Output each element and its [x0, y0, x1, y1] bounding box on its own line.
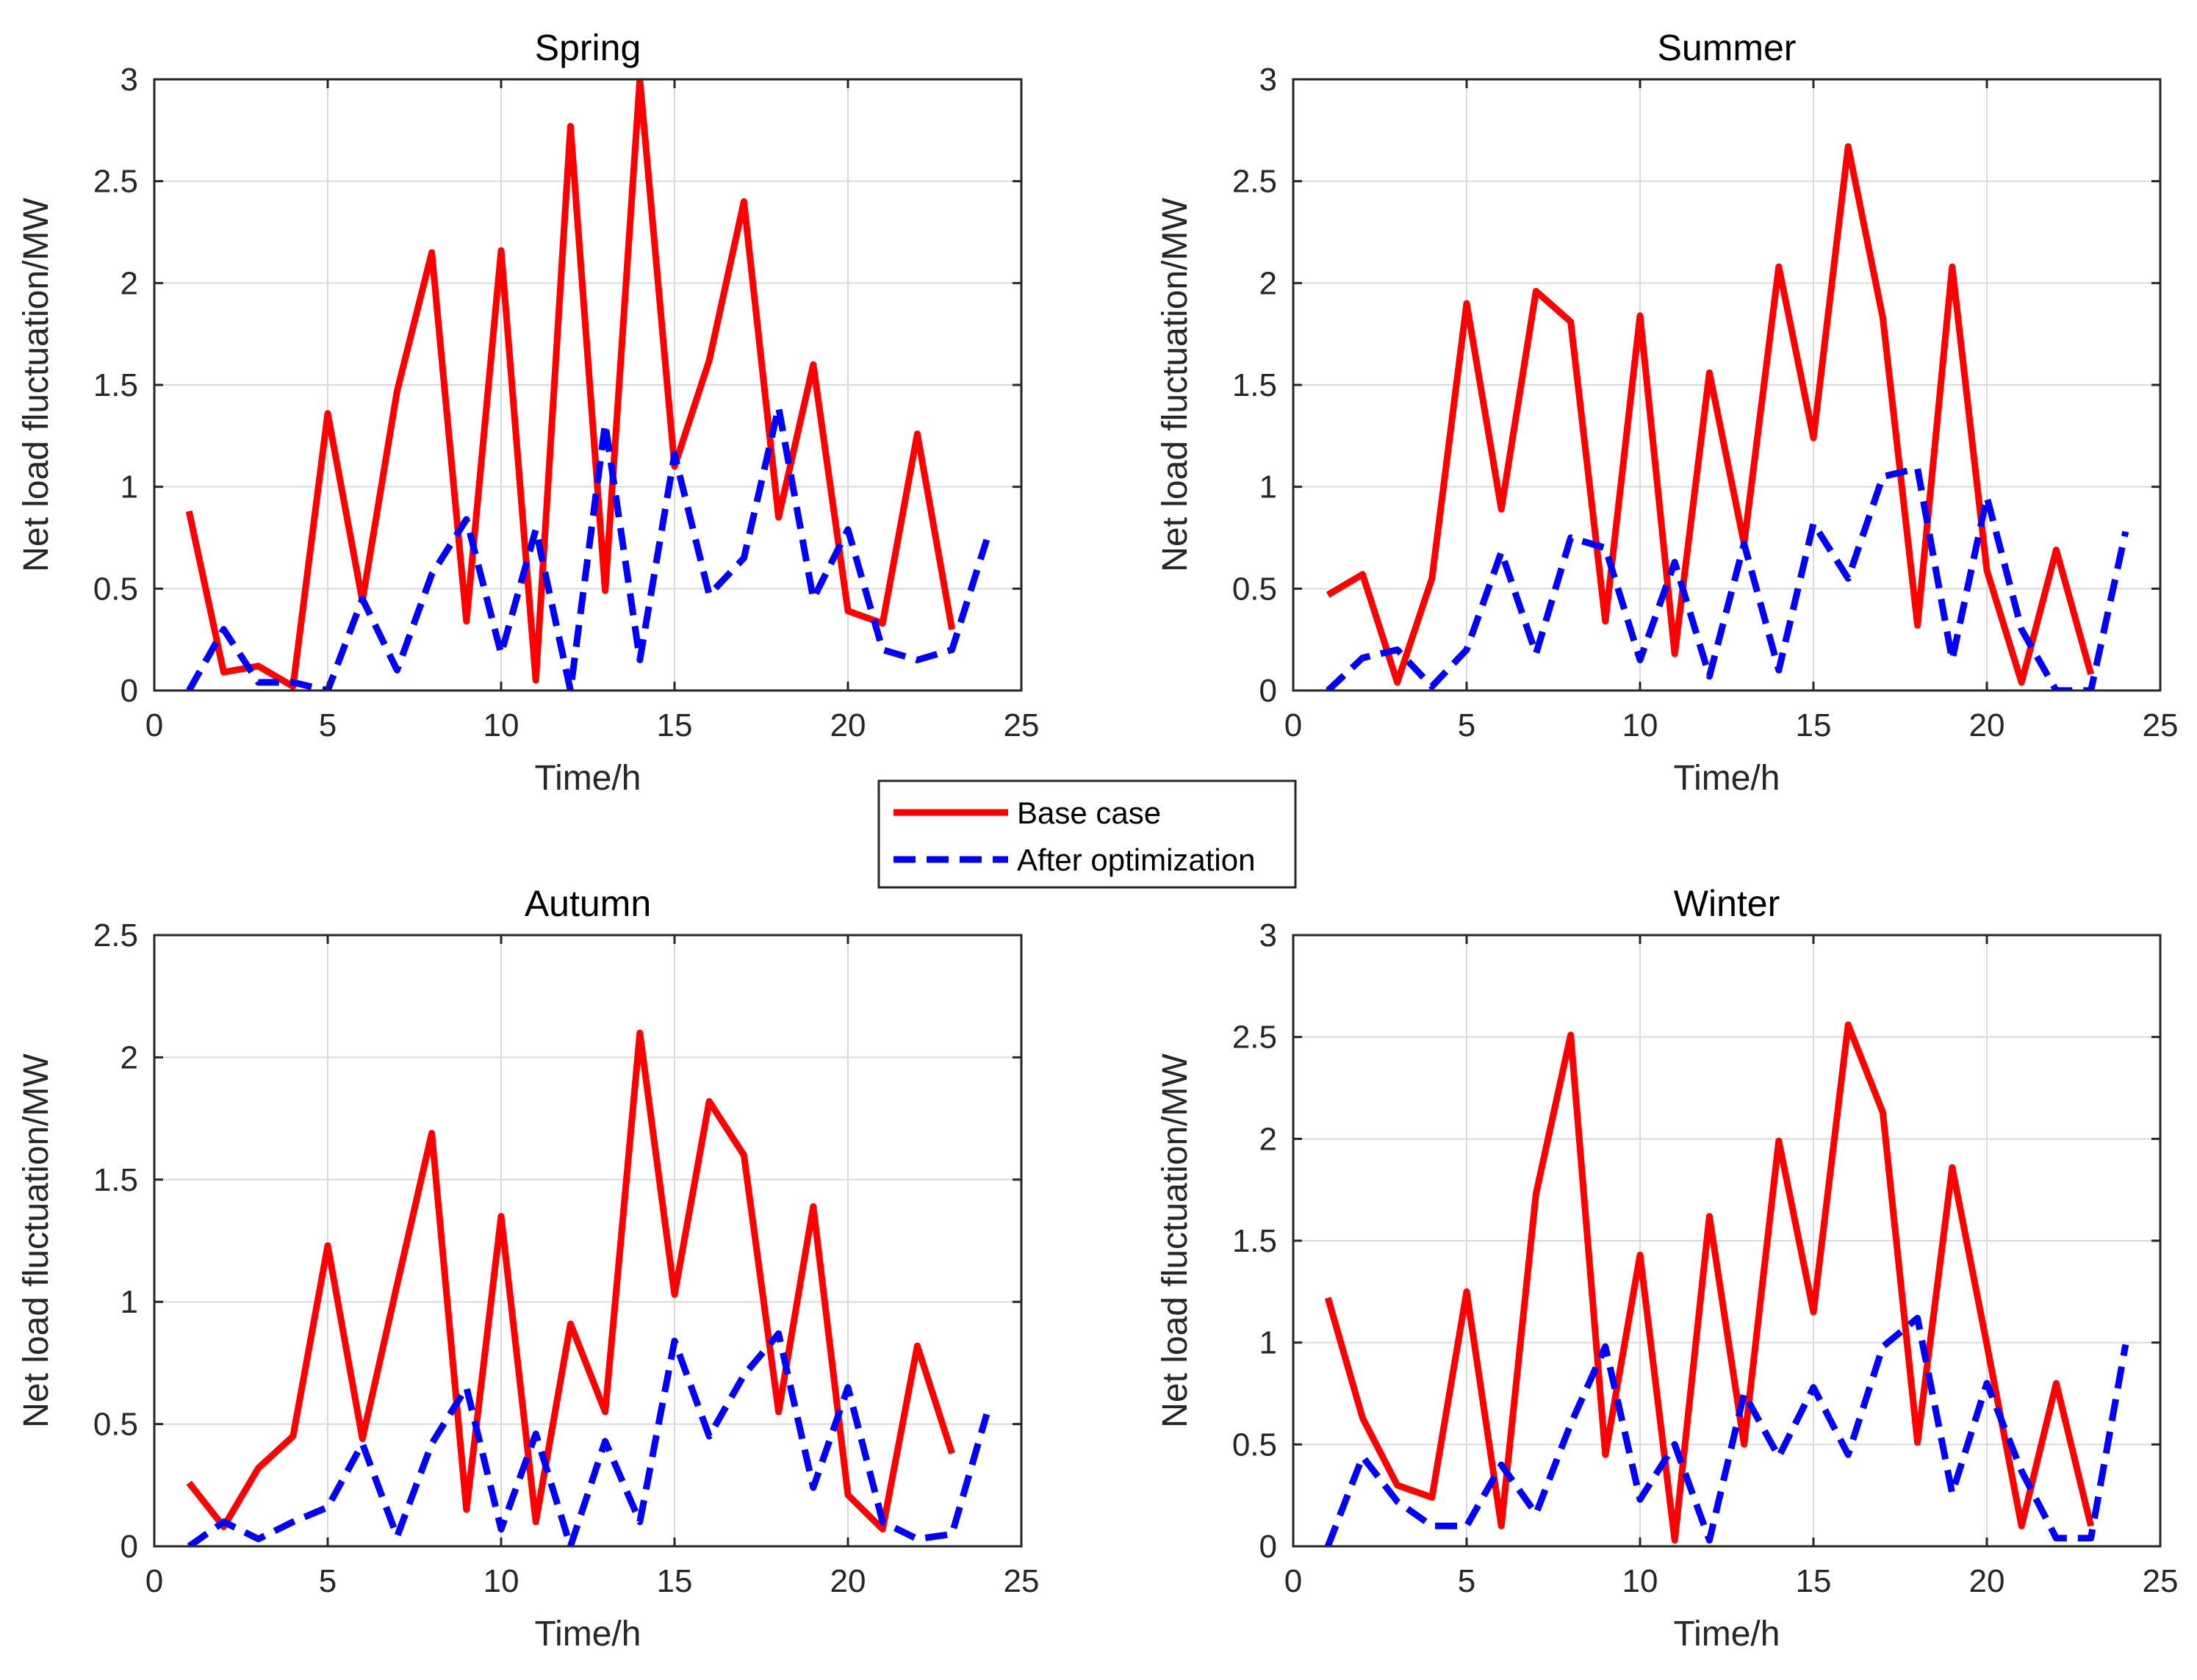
- panel-title: Spring: [535, 27, 641, 68]
- chart-panel-autumn: 0 5 10 15 20 25 0 0.5 1 1.5 2 2.5 Autumn Time/h Net lo…: [17, 883, 1039, 1654]
- legend-label-base-case: Base case: [1017, 796, 1161, 830]
- x-tick-label: 0: [1284, 1563, 1302, 1599]
- y-tick-label: 0: [1259, 1529, 1277, 1565]
- x-tick-label: 0: [1284, 707, 1302, 743]
- x-tick-label: 15: [657, 1563, 693, 1599]
- axes-box: [153, 934, 1023, 1548]
- y-tick-label: 1: [121, 469, 138, 505]
- y-tick-label: 2.5: [1232, 164, 1277, 200]
- series-base-case-line: [186, 1029, 955, 1533]
- chart-panel-summer: 0 5 10 15 20 25 0 0.5 1 1.5 2 2.5 3 Summer Time/h Net l…: [1156, 27, 2178, 798]
- y-tick-label: 1.5: [93, 367, 138, 403]
- y-tick-label: 2: [1259, 265, 1277, 301]
- y-tick-label: 0.5: [1232, 571, 1277, 607]
- x-tick-label: 5: [1458, 1563, 1475, 1599]
- y-tick-label: 0: [121, 673, 138, 709]
- x-tick-label: 5: [1458, 707, 1475, 743]
- chart-panel-spring: 0 5 10 15 20 25 0 0.5 1 1.5 2 2.5 3 Spring Time/h Net l…: [17, 27, 1039, 798]
- x-tick-label: 25: [2143, 707, 2179, 743]
- panel-title: Winter: [1674, 883, 1780, 924]
- x-tick-label: 0: [145, 707, 163, 743]
- series-base-case-line: [185, 79, 956, 690]
- legend: Base case After optimization: [877, 779, 1297, 889]
- y-tick-label: 1.5: [1232, 367, 1277, 403]
- panel-title: Autumn: [525, 883, 651, 924]
- y-axis-label: Net load fluctuation/MW: [1156, 198, 1195, 572]
- y-tick-label: 3: [1259, 62, 1277, 98]
- x-axis-label: Time/h: [535, 1615, 641, 1654]
- y-tick-label: 2.5: [93, 164, 138, 200]
- x-tick-label: 25: [1004, 707, 1040, 743]
- x-tick-label: 20: [830, 707, 866, 743]
- x-tick-label: 10: [483, 1563, 519, 1599]
- x-tick-label: 10: [483, 707, 519, 743]
- y-tick-label: 1: [1259, 1325, 1277, 1361]
- y-tick-label: 2.5: [93, 917, 138, 953]
- x-tick-label: 0: [145, 1563, 163, 1599]
- x-tick-label: 25: [2143, 1563, 2179, 1599]
- x-axis-label: Time/h: [1674, 1615, 1780, 1654]
- chart-panel-winter: 0 5 10 15 20 25 0 0.5 1 1.5 2 2.5 3 Winter Time/h Net l…: [1156, 883, 2178, 1654]
- y-tick-label: 3: [121, 62, 138, 98]
- x-tick-label: 10: [1622, 1563, 1658, 1599]
- series-after-optimization-line: [1326, 465, 2129, 691]
- y-axis-label: Net load fluctuation/MW: [17, 198, 56, 572]
- y-tick-label: 2: [121, 1039, 138, 1075]
- legend-label-after-optimization: After optimization: [1017, 843, 1255, 877]
- y-tick-label: 0.5: [93, 1407, 138, 1443]
- x-tick-label: 5: [319, 707, 337, 743]
- y-tick-label: 0.5: [1232, 1427, 1277, 1463]
- panel-title: Summer: [1658, 27, 1797, 68]
- x-tick-label: 15: [1796, 707, 1832, 743]
- y-tick-label: 1: [1259, 469, 1277, 505]
- y-tick-label: 1: [121, 1284, 138, 1320]
- y-tick-label: 2: [1259, 1121, 1277, 1157]
- y-tick-label: 0: [121, 1529, 138, 1565]
- y-tick-label: 2: [121, 265, 138, 301]
- y-tick-label: 0.5: [93, 571, 138, 607]
- series-base-case-line: [1326, 143, 2094, 686]
- series-after-optimization-line: [1325, 1314, 2129, 1546]
- y-tick-label: 0: [1259, 673, 1277, 709]
- x-axis-label: Time/h: [535, 759, 641, 798]
- plot-area: [154, 935, 1021, 1546]
- x-tick-label: 15: [657, 707, 693, 743]
- y-tick-label: 2.5: [1232, 1020, 1277, 1056]
- x-axis-label: Time/h: [1674, 759, 1780, 798]
- x-tick-label: 20: [830, 1563, 866, 1599]
- x-tick-label: 20: [1969, 707, 2005, 743]
- x-tick-label: 15: [1796, 1563, 1832, 1599]
- legend-box: [877, 779, 1297, 889]
- x-tick-label: 10: [1622, 707, 1658, 743]
- y-tick-label: 1.5: [93, 1162, 138, 1198]
- y-axis-label: Net load fluctuation/MW: [1156, 1053, 1195, 1428]
- series-after-optimization-line: [187, 1330, 990, 1546]
- y-axis-label: Net load fluctuation/MW: [17, 1053, 56, 1428]
- series-base-case-line: [1324, 1021, 2094, 1544]
- x-tick-label: 20: [1969, 1563, 2005, 1599]
- y-tick-label: 1.5: [1232, 1223, 1277, 1259]
- x-tick-label: 25: [1004, 1563, 1040, 1599]
- x-tick-label: 5: [319, 1563, 337, 1599]
- y-tick-label: 3: [1259, 917, 1277, 953]
